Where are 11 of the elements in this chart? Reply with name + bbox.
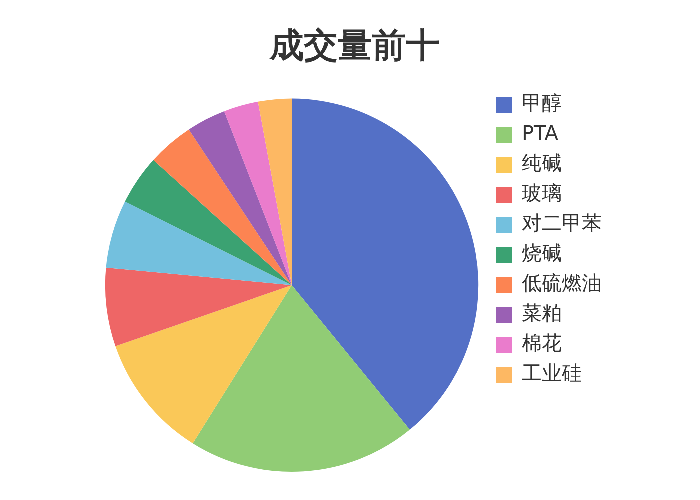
legend-label: 烧碱 [522, 241, 562, 266]
legend-label: 玻璃 [522, 181, 562, 206]
legend-label: 对二甲苯 [522, 211, 602, 236]
legend-label: 甲醇 [522, 91, 562, 116]
chart-title: 成交量前十 [269, 26, 440, 66]
legend-label: PTA [522, 121, 559, 146]
legend-label: 纯碱 [522, 151, 562, 176]
legend-label: 棉花 [522, 331, 562, 356]
legend-label: 低硫燃油 [522, 271, 602, 296]
legend-label: 工业硅 [522, 361, 582, 386]
legend-label: 菜粕 [522, 301, 562, 326]
